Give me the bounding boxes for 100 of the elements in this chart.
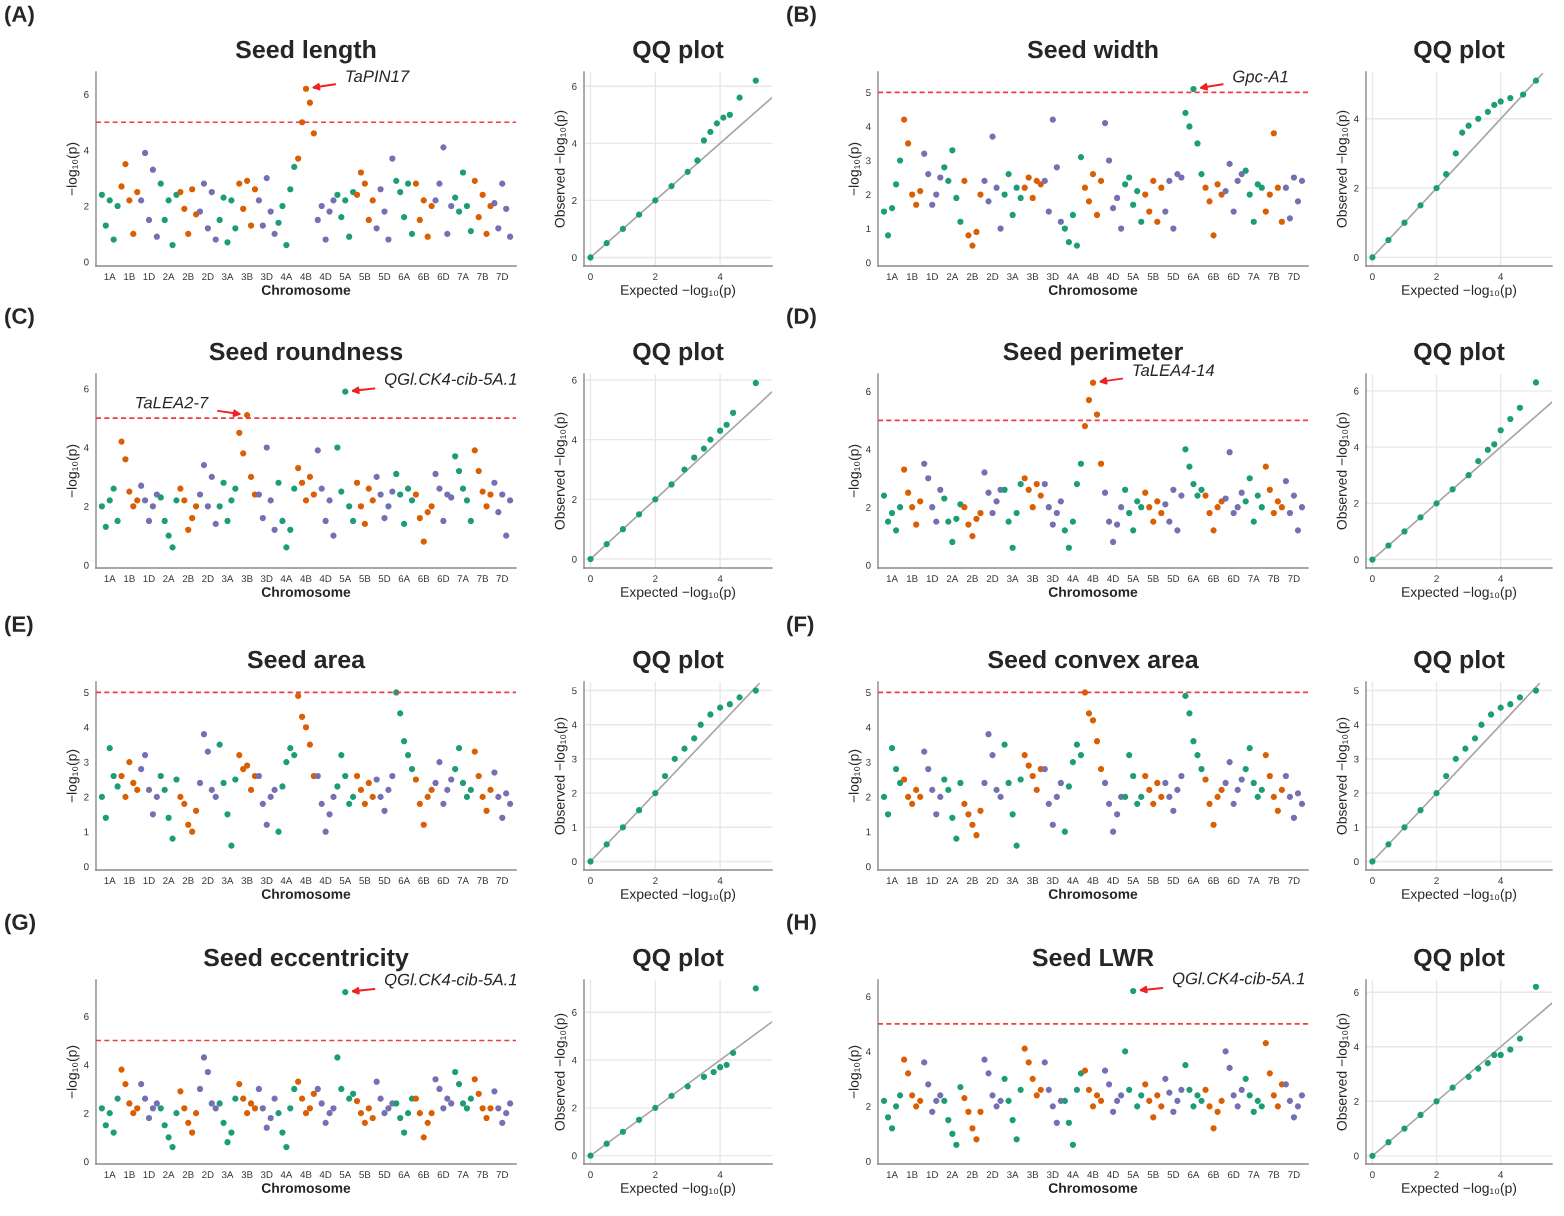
- point: [619, 1128, 626, 1135]
- point: [752, 77, 759, 84]
- point: [723, 421, 730, 428]
- point: [619, 526, 626, 533]
- point: [1487, 711, 1495, 718]
- point: [1507, 701, 1514, 708]
- point: [1433, 500, 1440, 507]
- point: [1491, 441, 1498, 448]
- point: [587, 555, 594, 563]
- chart-title: Seed convex area: [988, 649, 1199, 669]
- point: [652, 496, 659, 503]
- point: [700, 445, 708, 452]
- point: [1507, 415, 1514, 423]
- point: [1385, 542, 1392, 549]
- point: [730, 409, 737, 416]
- point: [668, 183, 675, 190]
- annotation: QGl.CK4-cib-5A.1: [1172, 972, 1305, 988]
- point: [1491, 101, 1498, 109]
- point: [1385, 1139, 1392, 1146]
- point: [1459, 129, 1466, 136]
- point: [752, 687, 759, 694]
- point: [1507, 1046, 1514, 1053]
- point: [1478, 721, 1485, 728]
- point: [603, 240, 610, 247]
- point: [723, 1061, 730, 1068]
- chart-title: QQ plot: [1414, 39, 1505, 64]
- point: [1491, 1051, 1498, 1059]
- point: [1417, 1111, 1424, 1119]
- annotation: TaLEA4-14: [1133, 364, 1215, 377]
- point: [652, 197, 659, 204]
- annotation: Gpc-A1: [1233, 70, 1288, 86]
- point: [587, 858, 594, 865]
- point: [1452, 150, 1459, 157]
- point: [1475, 115, 1482, 122]
- point: [691, 735, 698, 742]
- point: [1417, 807, 1424, 814]
- point: [587, 254, 594, 261]
- point: [707, 128, 714, 136]
- point: [1449, 486, 1456, 493]
- point: [736, 694, 743, 701]
- text: (B): [787, 5, 816, 27]
- chart-title: QQ plot: [633, 39, 724, 64]
- point: [684, 1083, 691, 1090]
- point: [691, 454, 698, 461]
- point: [694, 157, 701, 164]
- point: [752, 985, 759, 992]
- point: [1484, 446, 1491, 454]
- text: (F): [787, 615, 814, 637]
- point: [619, 225, 626, 233]
- point: [1369, 858, 1376, 865]
- chart-title: QQ plot: [1414, 947, 1505, 972]
- point: [652, 789, 659, 797]
- point: [1516, 404, 1524, 411]
- point: [730, 1049, 737, 1056]
- point: [752, 379, 759, 387]
- point: [1417, 514, 1424, 521]
- text: (E): [5, 615, 33, 637]
- chart-title: Seed LWR: [1032, 947, 1154, 967]
- point: [1443, 772, 1450, 780]
- point: [603, 1140, 610, 1147]
- point: [707, 711, 714, 718]
- text: (C): [5, 307, 34, 329]
- point: [707, 436, 714, 443]
- point: [668, 481, 675, 488]
- point: [736, 94, 743, 101]
- point: [697, 721, 704, 728]
- chart-title: QQ plot: [633, 947, 724, 972]
- point: [1475, 458, 1482, 465]
- point: [1465, 122, 1472, 129]
- point: [1475, 1065, 1482, 1072]
- chart-title: Seed perimeter: [1003, 341, 1183, 366]
- point: [1452, 755, 1459, 763]
- point: [1433, 1098, 1440, 1105]
- point: [603, 841, 610, 848]
- point: [652, 1104, 659, 1111]
- point: [1484, 1060, 1491, 1067]
- point: [717, 1064, 724, 1071]
- point: [1462, 745, 1469, 752]
- point: [1497, 98, 1504, 105]
- point: [661, 772, 669, 780]
- point: [619, 824, 626, 831]
- point: [1369, 1152, 1376, 1159]
- point: [700, 1073, 708, 1080]
- chart-title: QQ plot: [1414, 649, 1505, 674]
- point: [1401, 219, 1408, 226]
- chart-title: Seed eccentricity: [203, 947, 409, 972]
- point: [1465, 1073, 1472, 1080]
- point: [636, 807, 643, 814]
- chart-title: QQ plot: [633, 341, 724, 366]
- point: [710, 1068, 717, 1076]
- point: [1484, 108, 1491, 115]
- point: [1497, 427, 1504, 434]
- chart-title: QQ plot: [633, 649, 724, 674]
- point: [1465, 472, 1472, 479]
- point: [684, 168, 691, 175]
- point: [726, 701, 733, 708]
- annotation: QGl.CK4-cib-5A.1: [384, 372, 517, 388]
- annotation: TaLEA2-7: [136, 396, 209, 409]
- chart-title: Seed roundness: [209, 341, 403, 361]
- point: [1401, 1125, 1408, 1132]
